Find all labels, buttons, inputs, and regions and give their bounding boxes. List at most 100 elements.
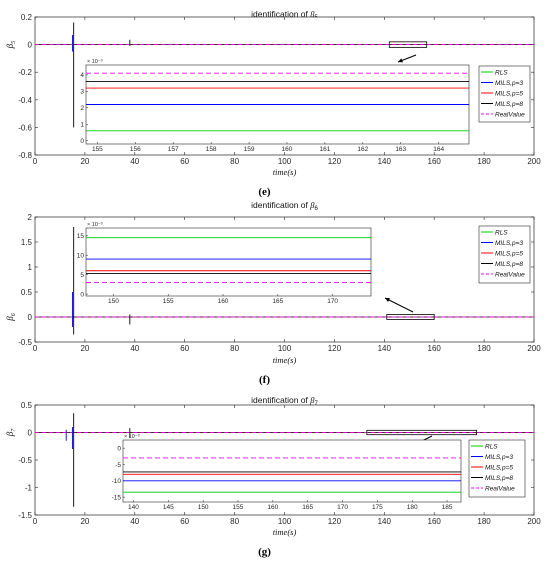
x-tick-label: 100 [278, 157, 292, 166]
y-axis-subscript: 5 [11, 41, 17, 44]
y-tick-label: 0 [28, 313, 33, 322]
inset-x-tick-label: 163 [395, 146, 406, 153]
x-tick-label: 60 [180, 157, 189, 166]
inset-x-tick-label: 162 [357, 146, 368, 153]
x-tick-label: 120 [328, 344, 342, 353]
inset-x-tick-label: 155 [92, 146, 103, 153]
x-tick-label: 200 [527, 157, 541, 166]
inset-x-tick-label: 158 [206, 146, 217, 153]
x-tick-label: 180 [477, 517, 491, 526]
inset-y-tick-label: 0 [80, 291, 84, 298]
zoom-arrow-head [385, 298, 390, 302]
inset-x-tick-label: 175 [372, 504, 383, 511]
y-tick-label: 2 [28, 213, 33, 222]
inset-x-tick-label: 157 [168, 146, 179, 153]
inset-x-tick-label: 155 [163, 298, 174, 305]
x-tick-label: 80 [230, 517, 239, 526]
zoom-arrow [384, 297, 414, 313]
chart-title-prefix: identification of [251, 9, 310, 19]
inset-x-tick-label: 165 [272, 298, 283, 305]
x-axis-label: time(s) [273, 167, 297, 177]
y-tick-label: 0 [28, 429, 33, 438]
inset-x-tick-label: 150 [198, 504, 209, 511]
y-tick-label: 0.2 [21, 13, 33, 22]
x-tick-label: 180 [477, 157, 491, 166]
chart-panel: identification of β70 20 40 60 80 100 120 140 16… [5, 395, 541, 558]
x-tick-label: 200 [527, 517, 541, 526]
inset-y-tick-label: 2 [80, 105, 84, 112]
inset-x-tick-label: 145 [163, 504, 174, 511]
inset-x-tick-label: 155 [233, 504, 244, 511]
legend-entry: MILS,p=8 [495, 261, 523, 268]
y-axis-subscript: 7 [11, 428, 17, 432]
inset-y-tick-label: 15 [77, 233, 85, 240]
y-tick-label: -0.8 [18, 151, 32, 160]
inset-zoom: 140 145 150 155 160 165 170 175 180 185 0 -5 -10 -15 ×… [112, 434, 462, 511]
inset-x-tick-label: 165 [302, 504, 313, 511]
x-tick-label: 80 [230, 157, 239, 166]
chart-title: identification of β6 [251, 200, 318, 212]
inset-zoom: 150 155 160 165 170 15 10 5 0 × 10⁻³ [77, 222, 372, 305]
y-tick-label: -0.5 [18, 456, 32, 465]
zoom-arrow-head [398, 58, 403, 63]
x-tick-label: 60 [180, 344, 189, 353]
x-tick-label: 0 [33, 517, 38, 526]
x-tick-label: 100 [278, 344, 292, 353]
figure-caption: (g) [258, 546, 271, 558]
x-tick-label: 20 [80, 157, 89, 166]
inset-x-tick-label: 160 [282, 146, 293, 153]
x-tick-label: 60 [180, 517, 189, 526]
inset-y-tick-label: -10 [112, 478, 122, 485]
chart-title-symbol: β [309, 200, 315, 210]
zoom-region-box [386, 314, 435, 320]
inset-y-tick-label: 0 [117, 445, 121, 452]
y-axis-label: β5 [5, 41, 17, 49]
chart-title-symbol: β [309, 9, 315, 19]
inset-y-tick-label: -5 [115, 462, 121, 469]
legend-entry: RealValue [495, 271, 525, 278]
inset-exponent-label: × 10⁻³ [124, 434, 140, 440]
y-tick-label: -0.5 [18, 338, 32, 347]
x-tick-label: 40 [130, 517, 139, 526]
inset-x-tick-label: 140 [128, 504, 139, 511]
inset-y-tick-label: 10 [77, 253, 85, 260]
legend-entry: MILS,p=5 [485, 464, 513, 471]
y-axis-label: β7 [5, 428, 17, 437]
inset-x-tick-label: 156 [130, 146, 141, 153]
legend-entry: MILS,p=8 [485, 475, 513, 482]
chart-panel: identification of β60 20 40 60 80 100 120 140 16… [5, 200, 541, 386]
inset-x-tick-label: 160 [218, 298, 229, 305]
legend-entry: MILS,p=5 [495, 250, 523, 257]
inset-y-tick-label: 1 [80, 122, 84, 129]
x-tick-label: 100 [278, 517, 292, 526]
y-tick-label: -0.4 [18, 96, 32, 105]
x-tick-label: 120 [328, 517, 342, 526]
x-tick-label: 20 [80, 344, 89, 353]
x-tick-label: 0 [33, 344, 38, 353]
legend-entry: RLS [495, 229, 508, 236]
y-axis-symbol: β [5, 431, 15, 437]
y-tick-label: 0.5 [21, 401, 33, 410]
y-tick-label: 0.5 [21, 288, 33, 297]
inset-x-tick-label: 180 [407, 504, 418, 511]
y-tick-label: -1 [25, 484, 33, 493]
inset-y-tick-label: 3 [80, 89, 84, 96]
y-axis-symbol: β [5, 316, 15, 322]
inset-zoom: 155 156 157 158 159 160 161 162 163 164 4 3 2 1 0 × 10⁻… [80, 59, 470, 153]
y-axis-symbol: β [5, 43, 15, 49]
legend-entry: MILS,p=5 [495, 90, 523, 97]
inset-y-tick-label: 5 [80, 272, 84, 279]
y-tick-label: 0 [28, 41, 33, 50]
inset-plot-area [122, 439, 462, 503]
zoom-region-box [366, 429, 478, 436]
inset-y-tick-label: 0 [80, 138, 84, 145]
x-tick-label: 160 [428, 157, 442, 166]
inset-x-tick-label: 170 [337, 504, 348, 511]
chart-title-subscript: 7 [314, 401, 318, 407]
chart-title-prefix: identification of [251, 395, 310, 405]
x-tick-label: 140 [378, 517, 392, 526]
y-tick-label: 1 [28, 263, 33, 272]
figure-caption: (f) [259, 374, 270, 386]
inset-x-tick-label: 164 [433, 146, 444, 153]
chart-title-prefix: identification of [251, 200, 310, 210]
